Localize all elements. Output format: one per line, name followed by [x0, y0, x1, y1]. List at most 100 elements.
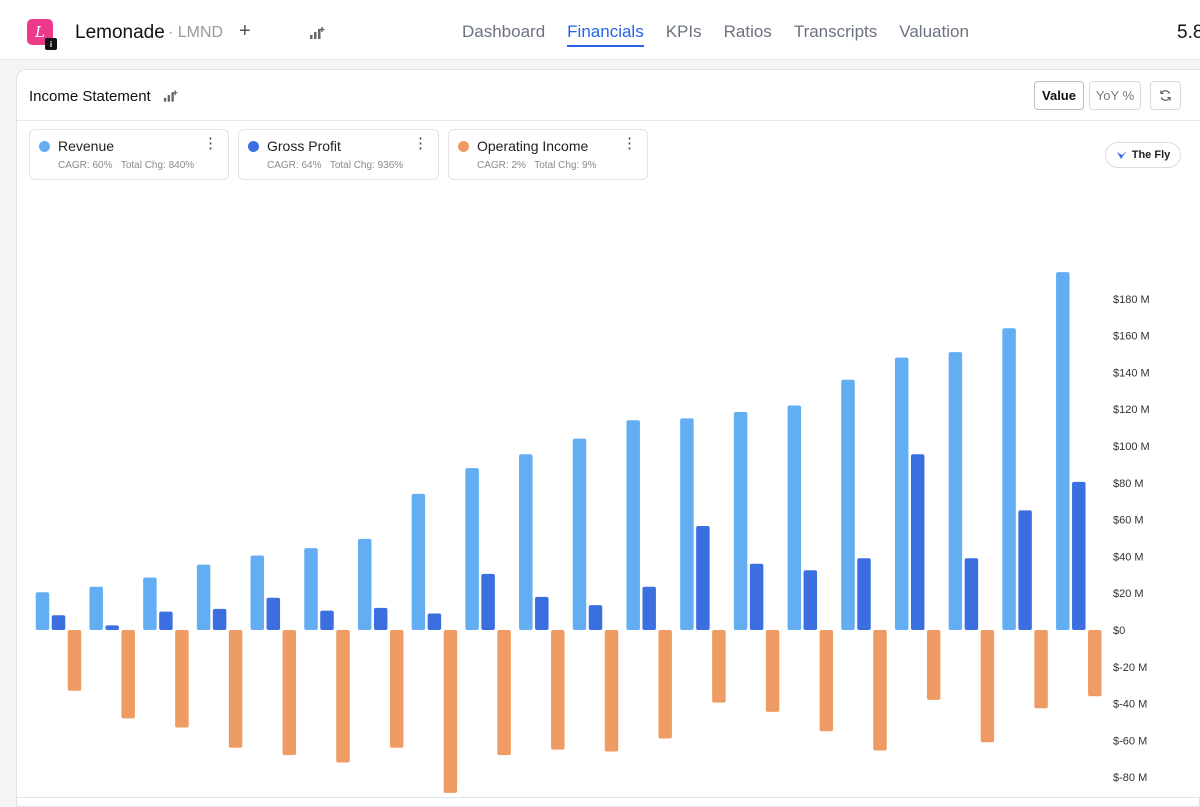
bar-revenue [250, 555, 265, 630]
more-options-icon[interactable]: ⋮ [622, 135, 637, 152]
next-card [16, 797, 1200, 807]
bar-gross-profit [266, 597, 281, 630]
bar-operating-income [1088, 630, 1102, 697]
tab-valuation[interactable]: Valuation [899, 22, 969, 41]
main-nav: Dashboard Financials KPIs Ratios Transcr… [462, 22, 969, 47]
bar-operating-income [819, 630, 834, 732]
bar-revenue [841, 379, 855, 630]
bar-gross-profit [105, 625, 119, 630]
source-the-fly-button[interactable]: The Fly [1105, 142, 1181, 168]
bar-operating-income [389, 630, 404, 748]
bar-revenue [35, 592, 50, 630]
bar-operating-income [282, 630, 297, 756]
legend-dot [248, 141, 259, 152]
refresh-button[interactable] [1150, 81, 1181, 110]
legend-operating-income[interactable]: Operating Income CAGR: 2% Total Chg: 9% … [448, 129, 648, 180]
bar-operating-income [67, 630, 82, 691]
yoy-toggle-button[interactable]: YoY % [1089, 81, 1141, 110]
bar-revenue [626, 420, 640, 630]
y-tick-label: $100 M [1113, 441, 1150, 453]
legend-gross-profit[interactable]: Gross Profit CAGR: 64% Total Chg: 936% ⋮ [238, 129, 439, 180]
bar-revenue [196, 564, 211, 630]
bar-revenue [680, 418, 694, 630]
card-header: Income Statement Value YoY % [17, 70, 1200, 121]
bar-revenue [519, 454, 533, 630]
ticker-symbol: · LMND [168, 24, 224, 41]
y-tick-label: $-20 M [1113, 662, 1147, 674]
legend-cagr: CAGR: 2% [477, 160, 526, 171]
legend-revenue[interactable]: Revenue CAGR: 60% Total Chg: 840% ⋮ [29, 129, 229, 180]
y-tick-label: $60 M [1113, 515, 1144, 527]
y-tick-label: $-60 M [1113, 735, 1147, 747]
bar-gross-profit [588, 605, 603, 630]
legend-dot [39, 141, 50, 152]
bar-operating-income [175, 630, 189, 728]
bar-chart-add-icon[interactable] [163, 89, 178, 103]
bar-operating-income [121, 630, 135, 719]
card-title: Income Statement [29, 88, 151, 105]
tab-kpis[interactable]: KPIs [665, 22, 702, 41]
bar-gross-profit [427, 613, 442, 630]
bar-revenue [787, 405, 802, 630]
bar-revenue [894, 357, 909, 630]
source-label: The Fly [1131, 149, 1171, 161]
bar-operating-income [712, 630, 726, 703]
tab-financials[interactable]: Financials [567, 22, 644, 47]
tab-transcripts[interactable]: Transcripts [793, 22, 878, 41]
bar-operating-income [443, 630, 458, 793]
value-toggle-button[interactable]: Value [1034, 81, 1084, 110]
legend-dot [458, 141, 469, 152]
bar-revenue [357, 538, 372, 630]
add-watchlist-button[interactable]: + [239, 20, 251, 42]
y-tick-label: $120 M [1113, 404, 1150, 416]
legend-series-name: Gross Profit [267, 138, 341, 154]
legend-total-change: Total Chg: 936% [329, 160, 404, 171]
bar-gross-profit [1018, 510, 1032, 630]
y-tick-label: $180 M [1113, 294, 1150, 306]
bar-revenue [411, 493, 426, 630]
bar-revenue [572, 438, 587, 630]
legend-stats: CAGR: 60% Total Chg: 840% [58, 160, 194, 171]
bar-revenue [465, 468, 479, 630]
more-options-icon[interactable]: ⋮ [413, 135, 428, 152]
top-bar: L i Lemonade · LMND + Dashboard Financia… [0, 0, 1200, 60]
income-statement-card: Income Statement Value YoY % Revenue CAG… [16, 69, 1200, 801]
bar-operating-income [336, 630, 350, 763]
legend-total-change: Total Chg: 840% [120, 160, 195, 171]
bar-gross-profit [696, 526, 710, 630]
tab-dashboard[interactable]: Dashboard [462, 22, 546, 41]
more-options-icon[interactable]: ⋮ [203, 135, 218, 152]
bar-gross-profit [373, 607, 388, 630]
bar-revenue [1056, 272, 1070, 630]
lemonade-logo[interactable]: L [27, 19, 53, 45]
tab-ratios[interactable]: Ratios [723, 22, 772, 41]
bar-gross-profit [749, 563, 764, 630]
bar-gross-profit [481, 573, 495, 630]
legend-cagr: CAGR: 64% [267, 160, 322, 171]
y-tick-label: $140 M [1113, 367, 1150, 379]
bar-gross-profit [212, 608, 227, 630]
bar-revenue [948, 352, 963, 630]
stock-price: 5.8 [1177, 22, 1200, 43]
bar-gross-profit [803, 570, 818, 630]
bar-gross-profit [964, 558, 979, 630]
bar-operating-income [980, 630, 995, 743]
y-tick-label: $0 [1113, 625, 1125, 637]
bar-operating-income [497, 630, 511, 756]
bar-chart-add-icon[interactable] [309, 26, 325, 40]
bar-revenue [304, 548, 318, 630]
income-statement-chart: $-80 M $-60 M $-40 M $-20 M $0 $20 M $40 M $60 … [35, 272, 1150, 793]
company-name: Lemonade [75, 22, 165, 43]
bar-operating-income [228, 630, 243, 748]
fly-icon [1116, 151, 1127, 159]
y-tick-label: $20 M [1113, 588, 1144, 600]
bar-operating-income [551, 630, 565, 750]
bar-gross-profit [857, 558, 871, 630]
legend-stats: CAGR: 2% Total Chg: 9% [477, 160, 597, 171]
bar-revenue [89, 586, 103, 630]
refresh-icon [1160, 90, 1171, 101]
bar-gross-profit [1072, 481, 1086, 630]
legend-cagr: CAGR: 60% [58, 160, 113, 171]
bar-gross-profit [320, 610, 334, 630]
info-badge-icon: i [45, 38, 57, 50]
